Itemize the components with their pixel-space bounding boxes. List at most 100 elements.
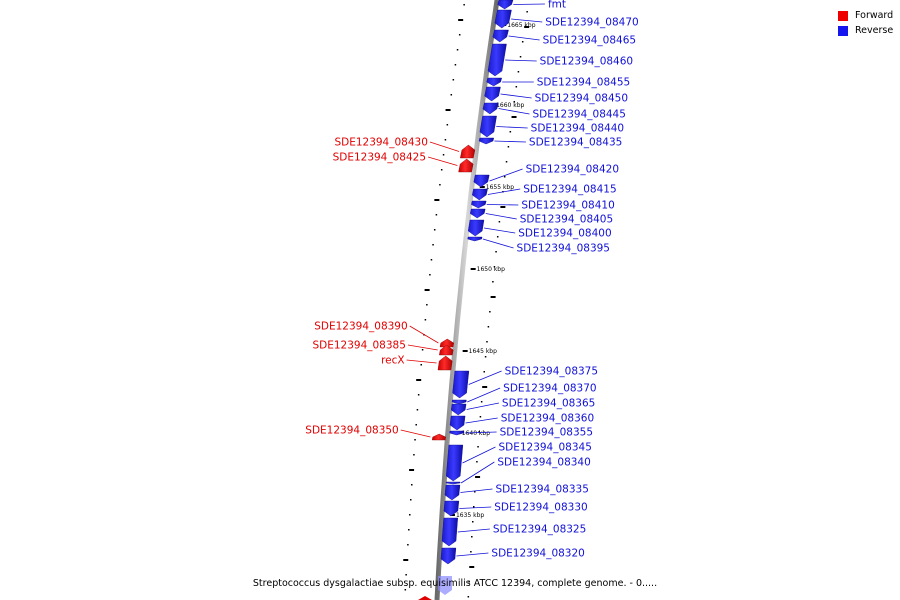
- legend-forward: Forward: [838, 8, 893, 23]
- tick-mark: [496, 236, 499, 238]
- label-sde12394-08405: SDE12394_08405: [520, 214, 613, 226]
- tick-mark: [495, 251, 497, 253]
- label-sde12394-08435: SDE12394_08435: [529, 137, 622, 149]
- connector-sde12394-08330: [459, 506, 492, 509]
- scale-label: 1665 kbp: [507, 22, 535, 29]
- tick-mark: [405, 574, 407, 576]
- gene-sde12394-08330: [443, 500, 460, 517]
- tick-mark: [472, 521, 474, 523]
- tick-mark: [414, 439, 416, 441]
- connector-sde12394-08460: [505, 59, 537, 62]
- tick-mark: [444, 139, 447, 141]
- legend: Forward Reverse: [838, 8, 893, 38]
- tick-mark: [470, 551, 472, 553]
- tick-mark: [469, 566, 475, 568]
- label-sde12394-08350: SDE12394_08350: [305, 425, 398, 437]
- gene-sde12394-08450: [484, 86, 501, 102]
- connector-sde12394-08335: [460, 488, 493, 493]
- tick-mark: [424, 319, 427, 321]
- connector-sde12394-08340: [460, 461, 495, 484]
- tick-mark: [426, 304, 428, 306]
- label-recx: recX: [381, 355, 405, 367]
- label-connectors: [400, 3, 545, 557]
- label-sde12394-08320: SDE12394_08320: [491, 548, 584, 560]
- tick-mark: [490, 296, 496, 298]
- tick-mark: [492, 281, 494, 283]
- tick-mark: [407, 544, 409, 546]
- gene-sde12394-08345: [446, 444, 464, 482]
- label-sde12394-08450: SDE12394_08450: [535, 93, 628, 105]
- gene-sde12394-08400: [467, 219, 485, 237]
- connector-sde12394-08320: [456, 552, 489, 557]
- gene-sde12394-08360: [449, 415, 466, 431]
- scale-tick: [479, 186, 485, 188]
- tick-mark: [409, 514, 411, 516]
- tick-mark: [416, 409, 419, 411]
- label-sde12394-08445: SDE12394_08445: [532, 109, 625, 121]
- tick-mark: [456, 49, 459, 51]
- connector-sde12394-08450: [500, 93, 532, 99]
- gene-sde12394-08325: [441, 517, 458, 547]
- genome-caption: Streptococcus dysgalactiae subsp. equisi…: [252, 578, 658, 589]
- tick-mark: [479, 416, 482, 418]
- tick-mark: [440, 169, 443, 171]
- tick-mark: [503, 176, 506, 178]
- tick-marks: [403, 4, 530, 598]
- tick-mark: [500, 206, 506, 208]
- tick-mark: [472, 506, 475, 508]
- tick-mark: [430, 259, 433, 261]
- connector-recx: [406, 359, 437, 364]
- tick-mark: [476, 461, 478, 463]
- tick-mark: [445, 109, 451, 111]
- connector-sde12394-08365: [466, 402, 499, 410]
- connector-sde12394-08400: [484, 227, 516, 234]
- label-sde12394-08465: SDE12394_08465: [543, 35, 636, 47]
- connector-sde12394-08435: [494, 140, 526, 143]
- connector-sde12394-08420: [489, 168, 523, 182]
- gene-sde12394-08410: [471, 200, 487, 209]
- tick-mark: [505, 161, 508, 163]
- label-sde12394-08440: SDE12394_08440: [531, 123, 624, 135]
- scale-label: 1650 kbp: [477, 266, 505, 273]
- gene-sde12394-08420: [473, 174, 490, 188]
- tick-mark: [517, 71, 520, 73]
- tick-mark: [439, 184, 441, 186]
- tick-mark: [408, 529, 410, 531]
- gene-sde12394-08395: [467, 236, 483, 242]
- label-sde12394-08415: SDE12394_08415: [523, 184, 616, 196]
- gene-sde12394-08465: [492, 29, 509, 43]
- legend-forward-label: Forward: [855, 10, 894, 21]
- partial-gene: [438, 576, 452, 595]
- connector-sde12394-08470: [511, 18, 543, 23]
- legend-reverse-label: Reverse: [855, 25, 894, 36]
- label-sde12394-08400: SDE12394_08400: [518, 228, 611, 240]
- tick-mark: [509, 131, 512, 133]
- tick-mark: [489, 311, 491, 313]
- tick-mark: [511, 116, 517, 118]
- tick-mark: [467, 596, 470, 598]
- label-sde12394-08335: SDE12394_08335: [495, 484, 588, 496]
- genome-backbone: [434, 0, 500, 600]
- connector-sde12394-08355: [464, 431, 497, 434]
- tick-mark: [483, 371, 485, 373]
- scale-label: 1655 kbp: [486, 184, 514, 191]
- tick-mark: [446, 124, 449, 126]
- tick-mark: [458, 19, 464, 21]
- tick-mark: [429, 274, 431, 276]
- gene-fmt: [497, 0, 514, 10]
- label-sde12394-08330: SDE12394_08330: [494, 502, 587, 514]
- tick-mark: [435, 214, 438, 216]
- label-sde12394-08470: SDE12394_08470: [545, 17, 638, 29]
- connector-fmt: [513, 3, 545, 5]
- tick-mark: [484, 356, 487, 358]
- connector-sde12394-08425: [427, 156, 458, 166]
- tick-mark: [475, 476, 481, 478]
- label-sde12394-08365: SDE12394_08365: [502, 398, 595, 410]
- label-sde12394-08455: SDE12394_08455: [537, 77, 630, 89]
- gene-sde12394-08335: [444, 484, 461, 501]
- tick-mark: [474, 491, 476, 493]
- gene-sde12394-08440: [479, 115, 497, 138]
- gene-sde12394-08455: [486, 77, 502, 87]
- connector-sde12394-08350: [400, 429, 431, 438]
